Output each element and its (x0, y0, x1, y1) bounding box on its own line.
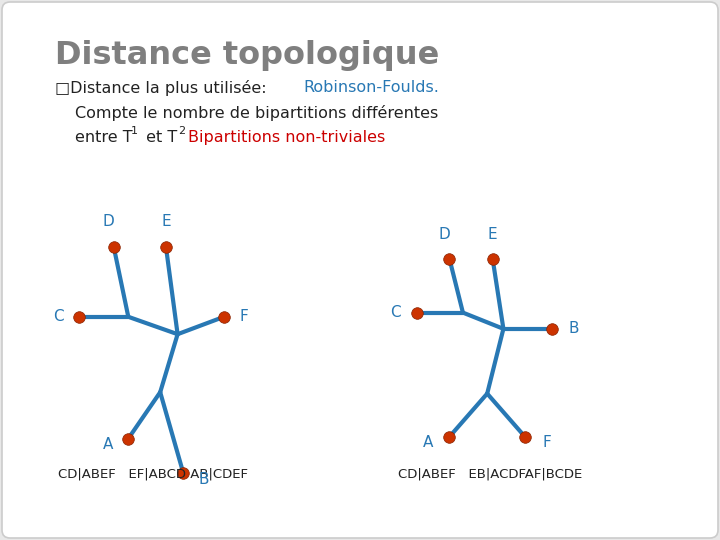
Point (122, 434, 134, 443)
Text: A: A (103, 437, 113, 452)
Text: entre T: entre T (75, 130, 132, 145)
Text: D: D (102, 214, 114, 228)
Point (411, 308, 423, 317)
Point (73, 313, 85, 321)
Text: B: B (199, 472, 209, 487)
Text: B: B (568, 321, 579, 336)
Text: 1: 1 (131, 126, 138, 136)
Point (519, 433, 531, 441)
Text: C: C (53, 309, 64, 325)
Point (444, 254, 455, 263)
Point (108, 243, 120, 252)
Text: F: F (240, 309, 248, 325)
Text: E: E (161, 214, 171, 228)
Text: Distance topologique: Distance topologique (55, 40, 439, 71)
Text: C: C (390, 305, 401, 320)
Point (546, 325, 558, 333)
Text: D: D (438, 227, 450, 242)
Text: CD|ABEF   EF|ABCD AB|CDEF: CD|ABEF EF|ABCD AB|CDEF (58, 468, 248, 481)
Point (161, 243, 172, 252)
Point (444, 433, 455, 441)
Text: CD|ABEF   EB|ACDFAF|BCDE: CD|ABEF EB|ACDFAF|BCDE (398, 468, 582, 481)
Text: Bipartitions non-triviales: Bipartitions non-triviales (188, 130, 385, 145)
Text: 2: 2 (178, 126, 185, 136)
Point (178, 469, 189, 478)
Text: Robinson-Foulds.: Robinson-Foulds. (303, 80, 439, 95)
Text: Compte le nombre de bipartitions différentes: Compte le nombre de bipartitions différe… (75, 105, 438, 121)
Text: A: A (423, 435, 433, 450)
Text: □Distance la plus utilisée:: □Distance la plus utilisée: (55, 80, 271, 96)
Point (218, 313, 230, 321)
Text: E: E (487, 227, 498, 242)
Point (487, 254, 498, 263)
Text: F: F (542, 435, 551, 450)
Text: et T: et T (141, 130, 177, 145)
